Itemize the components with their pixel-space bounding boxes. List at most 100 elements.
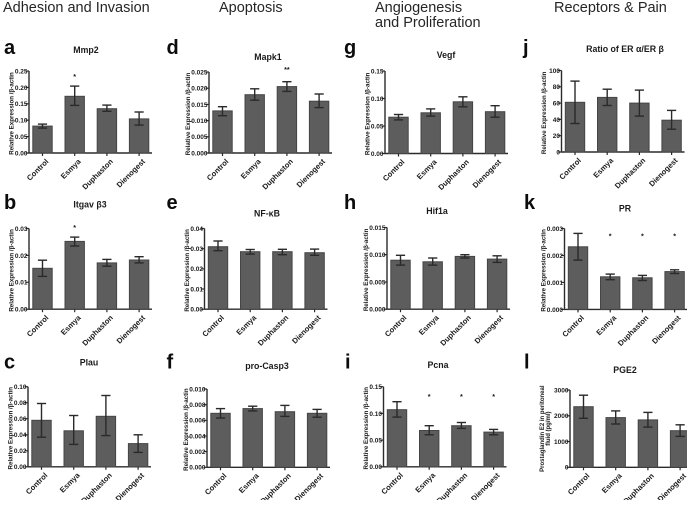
svg-text:0.02: 0.02 <box>15 253 28 260</box>
svg-text:*: * <box>609 232 612 241</box>
svg-text:0.10: 0.10 <box>371 96 384 103</box>
svg-text:0.000: 0.000 <box>189 465 206 472</box>
svg-text:0.15: 0.15 <box>371 68 384 75</box>
svg-text:0.08: 0.08 <box>14 400 27 407</box>
svg-text:Mapk1: Mapk1 <box>254 52 281 62</box>
svg-text:0.015: 0.015 <box>191 102 208 109</box>
svg-text:60: 60 <box>553 101 561 108</box>
svg-text:0.002: 0.002 <box>547 253 564 260</box>
svg-text:0.008: 0.008 <box>189 402 206 409</box>
svg-text:Hif1a: Hif1a <box>426 206 448 216</box>
svg-text:0.20: 0.20 <box>15 85 28 92</box>
svg-text:0.04: 0.04 <box>190 226 203 233</box>
svg-text:k: k <box>524 192 536 214</box>
svg-text:*: * <box>73 223 76 232</box>
svg-text:Mmp2: Mmp2 <box>73 45 99 55</box>
svg-text:0.02: 0.02 <box>190 266 203 273</box>
svg-text:0.01: 0.01 <box>15 280 28 287</box>
svg-text:*: * <box>673 232 676 241</box>
svg-text:0.00: 0.00 <box>14 464 27 471</box>
svg-text:0.10: 0.10 <box>369 411 382 418</box>
svg-text:Prostaglandin E2 in peritoneal: Prostaglandin E2 in peritoneal <box>540 385 546 472</box>
svg-text:PGE2: PGE2 <box>613 365 637 375</box>
svg-text:0.05: 0.05 <box>371 123 384 130</box>
svg-text:Relative Expression /β-actin: Relative Expression /β-actin <box>184 229 191 312</box>
svg-text:Adhesion and Invasion: Adhesion and Invasion <box>3 0 150 16</box>
svg-text:0.000: 0.000 <box>547 307 564 314</box>
svg-text:0.002: 0.002 <box>189 449 206 456</box>
svg-text:3000: 3000 <box>554 387 569 394</box>
svg-text:Vegf: Vegf <box>437 50 456 60</box>
svg-text:0.15: 0.15 <box>369 384 382 391</box>
svg-text:h: h <box>344 192 356 214</box>
svg-text:Angiogenesis: Angiogenesis <box>375 0 462 16</box>
svg-text:0.06: 0.06 <box>14 416 27 423</box>
svg-text:Relative Expression /β-actin: Relative Expression /β-actin <box>8 387 15 470</box>
svg-text:Relative Expression /β-actin: Relative Expression /β-actin <box>365 72 372 155</box>
svg-text:Ratio of ER α/ER β: Ratio of ER α/ER β <box>586 44 664 54</box>
svg-text:0.04: 0.04 <box>14 432 27 439</box>
svg-text:0.005: 0.005 <box>369 279 386 286</box>
svg-text:fluid (pg/ml): fluid (pg/ml) <box>546 411 552 445</box>
svg-text:0.020: 0.020 <box>191 86 208 93</box>
svg-text:0.03: 0.03 <box>190 246 203 253</box>
svg-text:*: * <box>73 72 76 81</box>
svg-text:0.00: 0.00 <box>15 307 28 314</box>
svg-text:0.025: 0.025 <box>191 69 208 76</box>
svg-text:1000: 1000 <box>554 439 569 446</box>
svg-text:0.10: 0.10 <box>15 118 28 125</box>
svg-text:pro-Casp3: pro-Casp3 <box>245 361 289 371</box>
svg-text:0.005: 0.005 <box>191 134 208 141</box>
svg-text:j: j <box>522 37 529 59</box>
svg-text:Relative Expression /β-actin: Relative Expression /β-actin <box>9 229 16 312</box>
svg-text:Relative Expression /β-actin: Relative Expression /β-actin <box>363 228 370 311</box>
svg-text:0.05: 0.05 <box>15 134 28 141</box>
svg-text:**: ** <box>284 65 290 74</box>
svg-text:0.010: 0.010 <box>189 386 206 393</box>
svg-text:g: g <box>344 37 356 59</box>
svg-text:*: * <box>460 392 463 401</box>
svg-text:Relative Expression /β-actin: Relative Expression /β-actin <box>185 73 192 156</box>
svg-text:100: 100 <box>549 68 560 75</box>
svg-text:0.010: 0.010 <box>369 252 386 259</box>
svg-text:0.006: 0.006 <box>189 418 206 425</box>
svg-text:40: 40 <box>553 117 561 124</box>
svg-text:0.05: 0.05 <box>369 438 382 445</box>
svg-text:80: 80 <box>553 84 561 91</box>
svg-text:Relative Expression /β-actin: Relative Expression /β-actin <box>363 387 370 470</box>
svg-text:Relative Expression /β-actin: Relative Expression /β-actin <box>541 229 548 312</box>
svg-text:Pcna: Pcna <box>427 360 448 370</box>
svg-text:0: 0 <box>556 149 560 156</box>
svg-text:0.10: 0.10 <box>14 384 27 391</box>
svg-text:*: * <box>641 232 644 241</box>
svg-text:0.01: 0.01 <box>190 286 203 293</box>
svg-text:Relative Expression /β-actin: Relative Expression /β-actin <box>183 388 190 471</box>
svg-text:Apoptosis: Apoptosis <box>219 0 283 16</box>
svg-text:0.15: 0.15 <box>15 101 28 108</box>
svg-text:0.00: 0.00 <box>190 307 203 314</box>
svg-text:0.00: 0.00 <box>15 150 28 157</box>
svg-text:0.000: 0.000 <box>191 150 208 157</box>
svg-text:f: f <box>167 352 174 374</box>
svg-text:Relative Expression /β-actin: Relative Expression /β-actin <box>541 71 548 154</box>
svg-text:d: d <box>167 37 179 59</box>
svg-text:NF-κB: NF-κB <box>254 209 280 219</box>
svg-text:e: e <box>167 192 178 214</box>
svg-text:a: a <box>4 37 16 59</box>
svg-text:0.004: 0.004 <box>189 433 206 440</box>
svg-text:0.00: 0.00 <box>371 151 384 158</box>
svg-text:0.010: 0.010 <box>191 118 208 125</box>
svg-text:20: 20 <box>553 133 561 140</box>
svg-text:0.003: 0.003 <box>547 226 564 233</box>
svg-text:*: * <box>428 392 431 401</box>
svg-text:PR: PR <box>619 204 632 214</box>
svg-text:b: b <box>4 192 16 214</box>
svg-text:0.02: 0.02 <box>14 448 27 455</box>
svg-text:Plau: Plau <box>80 358 99 368</box>
svg-text:0.03: 0.03 <box>15 226 28 233</box>
svg-text:and Proliferation: and Proliferation <box>375 15 481 31</box>
svg-text:0: 0 <box>565 465 569 472</box>
svg-text:l: l <box>524 352 530 374</box>
svg-text:*: * <box>492 392 495 401</box>
svg-text:Relative Expression /β-actin: Relative Expression /β-actin <box>9 72 16 155</box>
